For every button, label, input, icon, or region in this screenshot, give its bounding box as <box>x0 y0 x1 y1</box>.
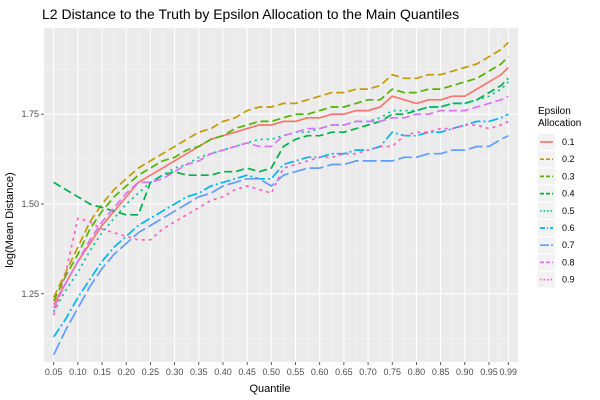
x-tick-label: 0.20 <box>117 367 135 377</box>
x-tick-label: 0.70 <box>359 367 377 377</box>
series-line-0.3 <box>52 56 509 302</box>
x-tick-label: 0.30 <box>166 367 184 377</box>
x-tick-label: 0.10 <box>69 367 87 377</box>
series-line-0.7 <box>52 134 509 356</box>
x-tick-label: 0.99 <box>500 367 518 377</box>
x-tick-label: 0.95 <box>480 367 498 377</box>
y-axis-ticks: 1.25 1.50 1.75 <box>21 109 44 299</box>
x-tick-label: 0.55 <box>287 367 305 377</box>
x-tick-label: 0.75 <box>383 367 401 377</box>
x-tick-label: 0.50 <box>263 367 281 377</box>
x-tick-label: 0.85 <box>432 367 450 377</box>
legend-label-0.7: 0.7 <box>562 240 575 250</box>
series-line-0.6 <box>52 113 509 338</box>
legend-title-line-1: Epsilon <box>538 106 571 117</box>
series-line-0.5 <box>52 81 509 313</box>
chart-title: L2 Distance to the Truth by Epsilon Allo… <box>42 6 459 22</box>
grid-minor <box>44 28 518 362</box>
x-tick-label: 0.40 <box>214 367 232 377</box>
legend-key-0.9 <box>538 271 555 288</box>
x-axis-ticks: 0.05 0.10 0.15 0.20 0.25 0.30 0.35 0.40 0.45 0.50… <box>45 362 517 377</box>
legend-label-0.1: 0.1 <box>562 137 575 147</box>
x-tick-label: 0.65 <box>335 367 353 377</box>
legend-title-line-2: Allocation <box>538 118 581 129</box>
legend-label-0.9: 0.9 <box>562 275 575 285</box>
legend-label-0.2: 0.2 <box>562 154 575 164</box>
x-tick-label: 0.15 <box>93 367 111 377</box>
y-axis-title: log(Mean Distance) <box>4 172 16 267</box>
series-line-0.1 <box>52 66 509 305</box>
x-tick-label: 0.35 <box>190 367 208 377</box>
x-tick-label: 0.80 <box>408 367 426 377</box>
x-tick-label: 0.60 <box>311 367 329 377</box>
series-line-0.2 <box>52 41 509 298</box>
x-axis-title: Quantile <box>250 383 291 395</box>
legend-key-0.6 <box>538 220 555 236</box>
series-line-0.9 <box>52 120 509 316</box>
legend-items: 0.1 0.2 0.3 0.4 0.5 0.6 0.7 0.8 0.9 <box>538 134 575 288</box>
y-tick-label: 1.50 <box>21 199 39 209</box>
x-tick-label: 0.25 <box>142 367 160 377</box>
legend-label-0.4: 0.4 <box>562 189 575 199</box>
legend-label-0.5: 0.5 <box>562 206 575 216</box>
grid-major <box>44 28 518 362</box>
legend-key-0.5 <box>538 202 555 219</box>
y-tick-label: 1.25 <box>21 289 39 299</box>
plot-panel <box>44 28 518 362</box>
x-tick-label: 0.90 <box>456 367 474 377</box>
legend: Epsilon Allocation 0.1 0.2 0.3 0.4 0.5 0.6 0.7… <box>538 106 581 288</box>
x-tick-label: 0.45 <box>238 367 256 377</box>
legend-label-0.3: 0.3 <box>562 171 575 181</box>
series-lines <box>52 41 509 356</box>
legend-label-0.8: 0.8 <box>562 257 575 267</box>
x-tick-label: 0.05 <box>45 367 63 377</box>
y-tick-label: 1.75 <box>21 109 39 119</box>
legend-label-0.6: 0.6 <box>562 223 575 233</box>
